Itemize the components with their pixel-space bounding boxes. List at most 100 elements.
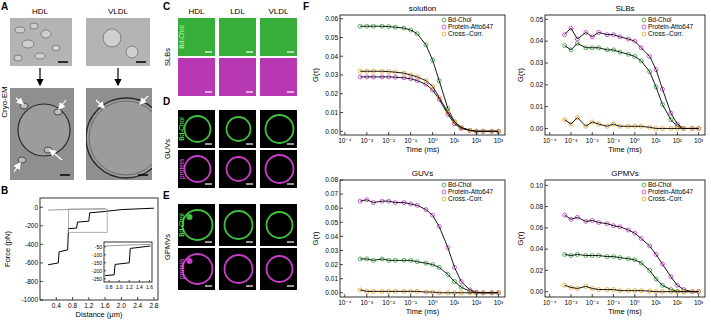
x-tick-label: 10¹ <box>450 299 460 306</box>
panel-label: C <box>163 1 170 12</box>
y-tick <box>545 19 548 20</box>
y-tick-label: 0.01 <box>530 103 543 110</box>
vesicle <box>89 101 152 175</box>
x-axis-label: Distance (µm) <box>76 310 123 319</box>
y-tick <box>104 270 106 271</box>
image-bg <box>178 18 215 56</box>
fluorescence-image <box>178 150 215 188</box>
legend-label: Protein-Atto647 <box>648 23 694 30</box>
legend-label: Cross.-Corr. <box>448 195 483 202</box>
plot-frame <box>545 180 705 297</box>
scale-bar <box>205 51 212 52</box>
channel-label: Bd-Chol <box>178 117 185 141</box>
x-tick-label: 2.8 <box>149 302 158 309</box>
image-bg <box>178 18 215 56</box>
y-tick-label: 0 <box>34 204 38 211</box>
legend-label: Cross.-Corr. <box>648 30 683 37</box>
x-tick <box>344 132 345 135</box>
y-tick-label: 0.08 <box>530 203 543 210</box>
scale-bar <box>287 143 294 144</box>
image-bg <box>178 110 215 148</box>
y-tick-label: 0.04 <box>530 37 543 44</box>
column-header: LDL <box>230 7 245 16</box>
y-tick-label: 0.03 <box>325 71 338 78</box>
scale-bar <box>246 241 253 242</box>
x-axis-label: Time (ms) <box>406 145 440 154</box>
vesicle <box>267 256 293 282</box>
fluorescence-image <box>260 18 297 56</box>
fit-line <box>565 215 699 292</box>
plot-area <box>545 15 705 135</box>
x-tick <box>613 132 614 135</box>
x-tick-label: 10² <box>673 137 683 144</box>
y-axis-label: G(τ) <box>516 68 525 82</box>
x-tick <box>634 294 635 297</box>
x-tick <box>634 132 635 135</box>
series-group <box>105 244 150 275</box>
legend: Bd-CholProtein-Atto647Cross.-Corr. <box>442 16 494 37</box>
x-tick-label: 10⁻⁴ <box>338 137 352 144</box>
particle <box>22 40 34 48</box>
image-bg <box>260 58 297 96</box>
fit-line <box>360 200 498 293</box>
x-tick-label: 10⁰ <box>428 137 438 144</box>
fluorescence-image <box>260 150 297 188</box>
x-tick-label: 10⁻³ <box>565 299 579 306</box>
arrow <box>117 68 118 85</box>
x-tick <box>153 297 154 300</box>
x-tick-label: 10¹ <box>450 137 460 144</box>
y-tick-label: -100 <box>92 252 102 258</box>
vesicle <box>185 156 211 182</box>
x-tick <box>388 132 389 135</box>
plot-frame <box>104 242 152 282</box>
image-bg <box>219 58 256 96</box>
y-tick-label: -150 <box>92 260 102 266</box>
fit-line <box>565 43 699 128</box>
particle <box>103 29 121 47</box>
vesicle <box>267 212 293 238</box>
scale-bar <box>287 91 294 92</box>
vesicle <box>86 98 152 178</box>
y-tick-label: 0.04 <box>325 53 338 60</box>
legend-label: Bd-Chol <box>448 181 472 188</box>
x-tick <box>698 294 699 297</box>
fluorescence-image <box>260 110 297 148</box>
x-tick-label: 1.2 <box>84 302 93 309</box>
y-tick-label: 0.04 <box>325 233 338 240</box>
x-tick-label: 10³ <box>494 299 504 306</box>
plot-frame <box>40 198 158 300</box>
x-tick <box>592 132 593 135</box>
scale-bar <box>287 285 294 286</box>
x-tick-label: 10⁻² <box>586 137 600 144</box>
image-bg <box>219 204 256 246</box>
y-tick <box>340 264 343 265</box>
vesicle <box>225 255 253 283</box>
x-tick <box>410 294 411 297</box>
particle <box>35 53 45 59</box>
y-tick <box>40 262 43 263</box>
y-tick <box>545 270 548 271</box>
plot-area <box>340 180 505 297</box>
x-tick-label: 10² <box>673 299 683 306</box>
y-tick <box>340 180 343 181</box>
blob <box>187 258 193 264</box>
image-bg <box>10 18 72 66</box>
x-tick <box>592 294 593 297</box>
x-tick-label: 10⁰ <box>630 299 640 306</box>
y-tick <box>340 56 343 57</box>
y-tick-label: -1000 <box>21 296 38 303</box>
x-tick <box>454 294 455 297</box>
legend: Bd-CholProtein-Atto647Cross.-Corr. <box>442 181 494 202</box>
scale-bar <box>205 241 212 242</box>
legend-marker <box>442 18 446 22</box>
y-tick <box>340 278 343 279</box>
y-tick <box>40 300 43 301</box>
vesicle <box>183 210 213 240</box>
y-tick <box>545 291 548 292</box>
fluorescence-image <box>178 110 215 148</box>
fit-line <box>360 71 498 131</box>
fluorescence-image <box>260 58 297 96</box>
x-tick-label: 0.4 <box>52 302 61 309</box>
scale-bar <box>246 143 253 144</box>
x-tick <box>344 294 345 297</box>
